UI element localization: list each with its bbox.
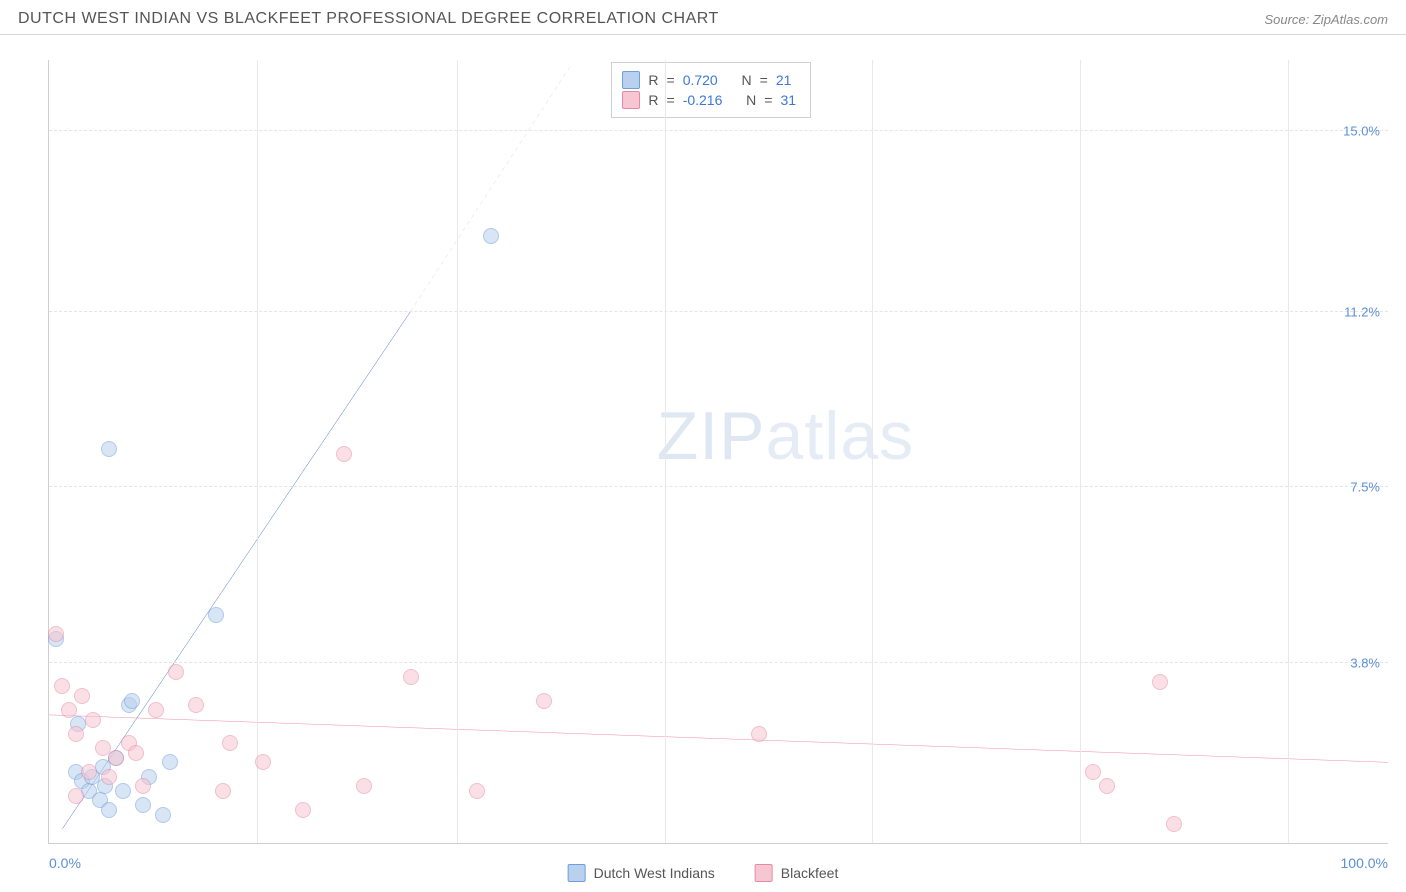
legend-swatch-2 <box>755 864 773 882</box>
legend-item-2: Blackfeet <box>755 864 839 882</box>
grid-line-v <box>1080 60 1081 843</box>
eq-sign: = <box>667 72 675 88</box>
chart-source: Source: ZipAtlas.com <box>1264 12 1388 27</box>
stats-legend: R = 0.720 N = 21 R = -0.216 N = 31 <box>611 62 811 118</box>
data-point <box>128 745 144 761</box>
eq-sign-2: = <box>760 72 768 88</box>
data-point <box>188 697 204 713</box>
series-2-n: 31 <box>780 92 796 108</box>
data-point <box>54 678 70 694</box>
series-1-n: 21 <box>776 72 792 88</box>
eq-sign-4: = <box>764 92 772 108</box>
data-point <box>101 441 117 457</box>
legend-item-1: Dutch West Indians <box>568 864 715 882</box>
grid-line-v <box>872 60 873 843</box>
r-label-2: R <box>648 92 658 108</box>
r-label: R <box>648 72 658 88</box>
legend-label-1: Dutch West Indians <box>594 865 715 881</box>
data-point <box>1152 674 1168 690</box>
stats-row-1: R = 0.720 N = 21 <box>622 71 796 89</box>
data-point <box>403 669 419 685</box>
plot-area: ZIPatlas R = 0.720 N = 21 R = -0.216 N <box>48 60 1388 844</box>
data-point <box>115 783 131 799</box>
data-point <box>101 802 117 818</box>
grid-line-h <box>49 662 1388 663</box>
grid-line-v <box>257 60 258 843</box>
data-point <box>336 446 352 462</box>
data-point <box>222 735 238 751</box>
legend-label-2: Blackfeet <box>781 865 839 881</box>
data-point <box>1085 764 1101 780</box>
eq-sign-3: = <box>667 92 675 108</box>
swatch-series-1 <box>622 71 640 89</box>
data-point <box>469 783 485 799</box>
y-tick-label: 3.8% <box>1350 655 1380 670</box>
data-point <box>135 778 151 794</box>
data-point <box>295 802 311 818</box>
stats-row-2: R = -0.216 N = 31 <box>622 91 796 109</box>
n-label-2: N <box>746 92 756 108</box>
chart-header: DUTCH WEST INDIAN VS BLACKFEET PROFESSIO… <box>0 0 1406 35</box>
swatch-series-2 <box>622 91 640 109</box>
series-legend: Dutch West Indians Blackfeet <box>568 864 839 882</box>
watermark: ZIPatlas <box>657 397 914 475</box>
data-point <box>148 702 164 718</box>
data-point <box>536 693 552 709</box>
data-point <box>124 693 140 709</box>
watermark-zip: ZIP <box>657 398 766 474</box>
data-point <box>68 788 84 804</box>
n-label: N <box>742 72 752 88</box>
data-point <box>61 702 77 718</box>
grid-line-h <box>49 311 1388 312</box>
data-point <box>155 807 171 823</box>
data-point <box>255 754 271 770</box>
data-point <box>215 783 231 799</box>
data-point <box>81 764 97 780</box>
data-point <box>162 754 178 770</box>
data-point <box>135 797 151 813</box>
data-point <box>1099 778 1115 794</box>
x-axis-max: 100.0% <box>1341 855 1388 871</box>
y-tick-label: 11.2% <box>1344 304 1380 319</box>
data-point <box>108 750 124 766</box>
data-point <box>1166 816 1182 832</box>
data-point <box>68 726 84 742</box>
series-1-r: 0.720 <box>683 72 718 88</box>
data-point <box>74 688 90 704</box>
x-axis-min: 0.0% <box>49 855 81 871</box>
data-point <box>48 626 64 642</box>
data-point <box>356 778 372 794</box>
grid-line-v <box>1288 60 1289 843</box>
data-point <box>85 712 101 728</box>
y-tick-label: 15.0% <box>1343 124 1380 139</box>
chart-wrap: Professional Degree ZIPatlas R = 0.720 N… <box>0 40 1406 892</box>
grid-line-v <box>665 60 666 843</box>
trend-lines <box>49 60 1388 843</box>
grid-line-h <box>49 486 1388 487</box>
series-2-r: -0.216 <box>683 92 723 108</box>
chart-title: DUTCH WEST INDIAN VS BLACKFEET PROFESSIO… <box>18 10 719 28</box>
legend-swatch-1 <box>568 864 586 882</box>
y-tick-label: 7.5% <box>1350 480 1380 495</box>
data-point <box>168 664 184 680</box>
data-point <box>208 607 224 623</box>
data-point <box>483 228 499 244</box>
data-point <box>101 769 117 785</box>
grid-line-v <box>457 60 458 843</box>
watermark-atlas: atlas <box>766 398 915 474</box>
data-point <box>751 726 767 742</box>
grid-line-h <box>49 130 1388 131</box>
